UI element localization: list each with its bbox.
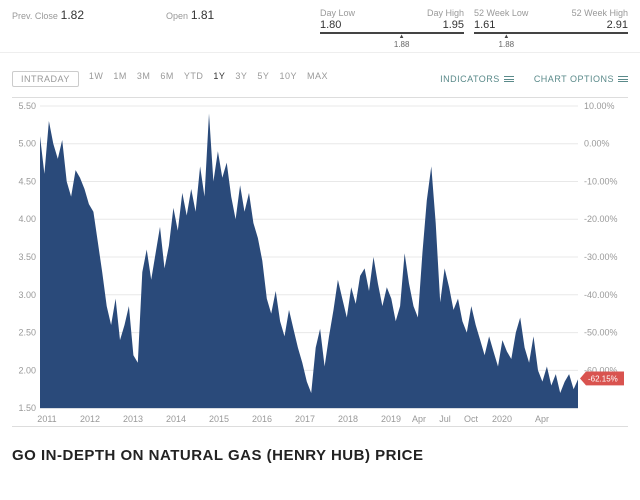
stat-label: Open [166, 11, 188, 21]
timeframe-tabs: INTRADAY 1W 1M 3M 6M YTD 1Y 3Y 5Y 10Y MAX [12, 71, 328, 87]
svg-text:1.50: 1.50 [18, 403, 36, 413]
w52-high-label: 52 Week High [572, 8, 628, 18]
stats-row: Prev. Close 1.82 Open 1.81 Day Low Day H… [0, 0, 640, 38]
svg-text:-50.00%: -50.00% [584, 328, 618, 338]
tab-max[interactable]: MAX [307, 71, 328, 87]
tab-1w[interactable]: 1W [89, 71, 104, 87]
svg-text:3.00: 3.00 [18, 290, 36, 300]
svg-text:2013: 2013 [123, 414, 143, 424]
tab-3m[interactable]: 3M [137, 71, 151, 87]
chart-options-button[interactable]: CHART OPTIONS [534, 74, 628, 84]
w52-high-value: 2.91 [607, 19, 628, 31]
svg-text:-30.00%: -30.00% [584, 252, 618, 262]
tab-10y[interactable]: 10Y [279, 71, 297, 87]
w52-low-value: 1.61 [474, 19, 495, 31]
tab-6m[interactable]: 6M [160, 71, 174, 87]
tab-5y[interactable]: 5Y [257, 71, 269, 87]
day-high-label: Day High [427, 8, 464, 18]
svg-text:2.00: 2.00 [18, 365, 36, 375]
svg-text:Apr: Apr [412, 414, 426, 424]
day-marker: 1.88 [394, 34, 410, 49]
indicators-button[interactable]: INDICATORS [440, 74, 514, 84]
svg-text:2011: 2011 [37, 414, 56, 424]
svg-text:2012: 2012 [80, 414, 100, 424]
svg-text:2015: 2015 [209, 414, 229, 424]
price-chart[interactable]: 1.50 2.00 2.50 3.00 3.50 4.00 4.50 5.00 5.50 10.0… [12, 97, 628, 427]
svg-text:2016: 2016 [252, 414, 272, 424]
svg-text:-62.15%: -62.15% [588, 374, 618, 383]
chart-tool-buttons: INDICATORS CHART OPTIONS [440, 74, 628, 84]
svg-text:10.00%: 10.00% [584, 101, 615, 111]
chart-svg: 1.50 2.00 2.50 3.00 3.50 4.00 4.50 5.00 5.50 10.0… [12, 98, 628, 426]
page-headline: GO IN-DEPTH ON NATURAL GAS (HENRY HUB) P… [0, 427, 640, 464]
svg-text:3.50: 3.50 [18, 252, 36, 262]
day-low-label: Day Low [320, 8, 355, 18]
svg-text:-20.00%: -20.00% [584, 214, 618, 224]
stat-label: Prev. Close [12, 11, 58, 21]
w52-low-label: 52 Week Low [474, 8, 528, 18]
chart-controls: INTRADAY 1W 1M 3M 6M YTD 1Y 3Y 5Y 10Y MAX INDICAT… [0, 52, 640, 93]
svg-text:-40.00%: -40.00% [584, 290, 618, 300]
svg-text:2014: 2014 [166, 414, 186, 424]
indicators-label: INDICATORS [440, 74, 500, 84]
svg-text:2018: 2018 [338, 414, 358, 424]
stat-value: 1.81 [191, 8, 214, 22]
svg-text:2019: 2019 [381, 414, 401, 424]
stat-value: 1.82 [61, 8, 84, 22]
svg-text:4.50: 4.50 [18, 176, 36, 186]
w52-marker: 1.88 [499, 34, 515, 49]
tab-1m[interactable]: 1M [113, 71, 127, 87]
chart-options-label: CHART OPTIONS [534, 74, 614, 84]
svg-text:5.50: 5.50 [18, 101, 36, 111]
day-high-value: 1.95 [443, 19, 464, 31]
stat-prev-close: Prev. Close 1.82 [12, 8, 166, 34]
day-low-value: 1.80 [320, 19, 341, 31]
svg-text:4.00: 4.00 [18, 214, 36, 224]
tab-ytd[interactable]: YTD [184, 71, 204, 87]
svg-text:Jul: Jul [439, 414, 451, 424]
svg-text:Oct: Oct [464, 414, 479, 424]
svg-text:2.50: 2.50 [18, 328, 36, 338]
day-range: Day Low Day High 1.80 1.95 1.88 [320, 8, 474, 34]
tab-3y[interactable]: 3Y [235, 71, 247, 87]
svg-text:5.00: 5.00 [18, 139, 36, 149]
menu-icon [618, 76, 628, 82]
menu-icon [504, 76, 514, 82]
week52-range: 52 Week Low 52 Week High 1.61 2.91 1.88 [474, 8, 628, 34]
svg-text:2017: 2017 [295, 414, 315, 424]
svg-text:Apr: Apr [535, 414, 549, 424]
svg-text:2020: 2020 [492, 414, 512, 424]
svg-text:-10.00%: -10.00% [584, 176, 618, 186]
tab-intraday[interactable]: INTRADAY [12, 71, 79, 87]
tab-1y[interactable]: 1Y [213, 71, 225, 87]
svg-text:0.00%: 0.00% [584, 139, 610, 149]
stat-open: Open 1.81 [166, 8, 320, 34]
